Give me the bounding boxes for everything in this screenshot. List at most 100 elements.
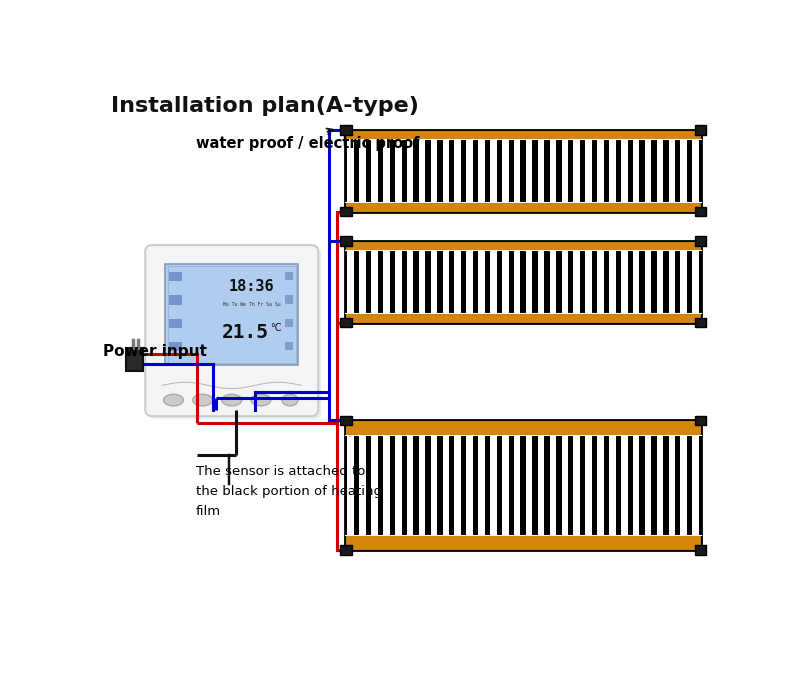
Bar [598, 139, 604, 202]
Bar [285, 318, 294, 327]
Bar [407, 435, 414, 535]
Bar [478, 250, 485, 314]
Bar [430, 139, 437, 202]
Bar [126, 348, 143, 371]
Bar [681, 250, 687, 314]
Bar [538, 139, 544, 202]
Bar [692, 435, 699, 535]
Bar [574, 139, 580, 202]
Bar [418, 435, 426, 535]
Bar [442, 250, 449, 314]
FancyBboxPatch shape [146, 245, 318, 416]
Bar [526, 139, 532, 202]
Bar [442, 435, 449, 535]
Bar [383, 250, 390, 314]
Bar [609, 139, 616, 202]
FancyBboxPatch shape [148, 248, 322, 418]
Bar [345, 241, 702, 250]
Bar [407, 250, 414, 314]
Bar [490, 139, 497, 202]
Bar [345, 535, 702, 549]
Bar [454, 250, 461, 314]
Bar [526, 435, 532, 535]
Bar [645, 250, 651, 314]
Bar [621, 250, 627, 314]
Bar [347, 139, 354, 202]
Bar [285, 272, 294, 281]
Bar [341, 416, 351, 425]
Bar [550, 435, 556, 535]
Bar [562, 250, 568, 314]
Bar [285, 295, 294, 304]
Bar [645, 139, 651, 202]
Bar [478, 139, 485, 202]
Bar [609, 250, 616, 314]
Bar [169, 272, 182, 281]
Ellipse shape [163, 394, 183, 406]
Text: Mo Tu We Th Fr Sa Su: Mo Tu We Th Fr Sa Su [223, 302, 281, 307]
Text: °C: °C [270, 323, 282, 333]
Bar [669, 250, 675, 314]
Bar [430, 250, 437, 314]
Bar [345, 421, 702, 435]
Bar [586, 139, 592, 202]
Bar [359, 435, 366, 535]
Bar [694, 125, 706, 134]
Bar [694, 207, 706, 217]
Bar [621, 139, 627, 202]
Bar [574, 435, 580, 535]
Bar [169, 318, 182, 328]
Bar [454, 139, 461, 202]
Bar [694, 236, 706, 246]
Bar [526, 250, 532, 314]
Bar [692, 250, 699, 314]
Bar [598, 435, 604, 535]
Bar [586, 435, 592, 535]
Bar [345, 130, 702, 212]
Bar [430, 435, 437, 535]
Bar [442, 139, 449, 202]
Bar [657, 435, 663, 535]
Text: Installation plan(A-type): Installation plan(A-type) [111, 95, 419, 115]
Bar [169, 295, 182, 305]
Bar [466, 435, 473, 535]
Bar [395, 435, 402, 535]
Bar [502, 435, 509, 535]
Bar [669, 139, 675, 202]
Bar [621, 435, 627, 535]
Bar [478, 435, 485, 535]
Bar [657, 139, 663, 202]
Bar [285, 342, 294, 351]
Bar [574, 250, 580, 314]
Bar [345, 241, 702, 322]
Bar [514, 250, 521, 314]
Bar [586, 250, 592, 314]
Bar [538, 250, 544, 314]
Bar [418, 139, 426, 202]
Bar [395, 139, 402, 202]
Bar [407, 139, 414, 202]
Bar [694, 318, 706, 327]
Bar [359, 139, 366, 202]
Text: Power input: Power input [103, 344, 207, 359]
Bar [598, 250, 604, 314]
Bar [550, 250, 556, 314]
Bar [502, 139, 509, 202]
Bar [490, 250, 497, 314]
Bar [345, 421, 702, 549]
Bar [633, 250, 639, 314]
Bar [371, 250, 378, 314]
Bar [169, 342, 182, 351]
Bar [514, 139, 521, 202]
Bar [692, 139, 699, 202]
Bar [550, 139, 556, 202]
Bar [347, 250, 354, 314]
Bar [657, 250, 663, 314]
Bar [359, 250, 366, 314]
Bar [454, 435, 461, 535]
Bar [341, 236, 351, 246]
Bar [681, 435, 687, 535]
Bar [633, 139, 639, 202]
Bar [633, 435, 639, 535]
Bar [418, 250, 426, 314]
